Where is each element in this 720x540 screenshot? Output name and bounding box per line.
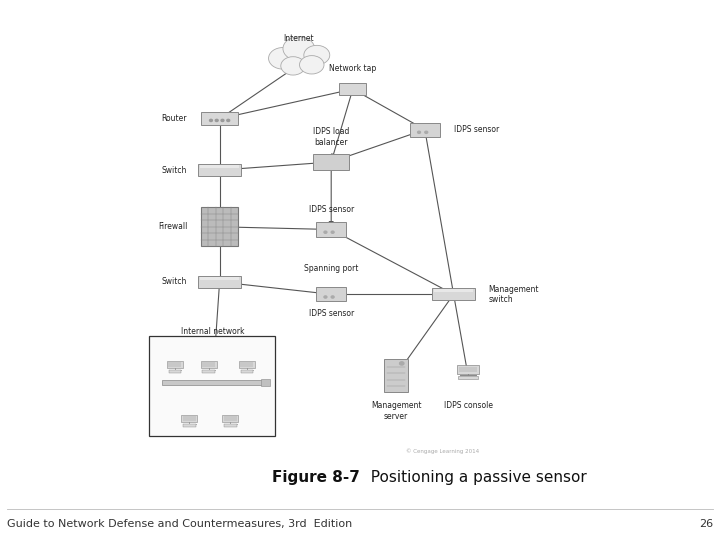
Text: IDPS load
balancer: IDPS load balancer (313, 127, 349, 147)
Circle shape (331, 296, 334, 298)
Bar (201, 361, 217, 368)
Bar (200, 277, 239, 280)
Bar (224, 424, 237, 427)
Text: Guide to Network Defense and Countermeasures, 3rd  Edition: Guide to Network Defense and Countermeas… (7, 519, 353, 529)
Circle shape (304, 45, 330, 65)
Text: Firewall: Firewall (158, 222, 187, 231)
Circle shape (418, 131, 420, 133)
Bar (201, 207, 238, 246)
Bar (202, 362, 215, 367)
Bar (457, 365, 479, 374)
Bar (384, 359, 408, 392)
Bar (316, 287, 346, 301)
Bar (432, 288, 475, 300)
Text: IDPS console: IDPS console (444, 401, 492, 410)
Bar (434, 289, 473, 292)
Bar (168, 370, 181, 373)
Text: IDPS sensor: IDPS sensor (309, 309, 354, 319)
Text: Switch: Switch (162, 278, 187, 286)
Text: Figure 8-7: Figure 8-7 (272, 470, 360, 485)
Text: IDPS sensor: IDPS sensor (309, 205, 354, 214)
Circle shape (324, 231, 327, 233)
Bar (162, 380, 263, 385)
Text: 26: 26 (698, 519, 713, 529)
Text: Management
server: Management server (371, 401, 421, 421)
Bar (202, 370, 215, 373)
Bar (240, 362, 253, 367)
Circle shape (215, 119, 218, 122)
Circle shape (400, 362, 404, 365)
Bar (181, 415, 197, 422)
Text: IDPS sensor: IDPS sensor (454, 125, 499, 134)
Bar (222, 415, 238, 422)
Bar (167, 361, 183, 368)
Bar (200, 165, 239, 168)
Bar (261, 379, 270, 386)
Bar (459, 367, 477, 373)
Text: Switch: Switch (162, 166, 187, 174)
Text: Network tap: Network tap (329, 64, 377, 73)
Circle shape (227, 119, 230, 122)
Bar (410, 123, 440, 137)
Circle shape (300, 56, 324, 74)
Bar (183, 416, 196, 421)
Bar (198, 276, 241, 288)
Bar (239, 361, 255, 368)
Circle shape (281, 57, 305, 75)
Bar (198, 164, 241, 176)
Bar (150, 336, 275, 436)
Circle shape (324, 296, 327, 298)
Text: Management
switch: Management switch (488, 285, 539, 304)
Circle shape (283, 37, 315, 60)
Circle shape (210, 119, 212, 122)
Bar (339, 83, 366, 95)
Text: © Cengage Learning 2014: © Cengage Learning 2014 (406, 448, 480, 454)
Circle shape (425, 131, 428, 133)
Bar (240, 370, 253, 373)
Circle shape (331, 231, 334, 233)
Text: Spanning port: Spanning port (304, 264, 359, 273)
Text: Internet: Internet (284, 34, 314, 43)
Circle shape (221, 119, 224, 122)
Bar (201, 112, 238, 125)
Bar (313, 154, 349, 170)
Text: Internal network: Internal network (181, 327, 244, 336)
Bar (316, 222, 346, 237)
Text: Positioning a passive sensor: Positioning a passive sensor (361, 470, 588, 485)
Bar (168, 362, 181, 367)
Bar (183, 424, 196, 427)
Circle shape (269, 48, 297, 69)
Bar (224, 416, 237, 421)
Text: Router: Router (162, 114, 187, 123)
Bar (459, 376, 478, 379)
